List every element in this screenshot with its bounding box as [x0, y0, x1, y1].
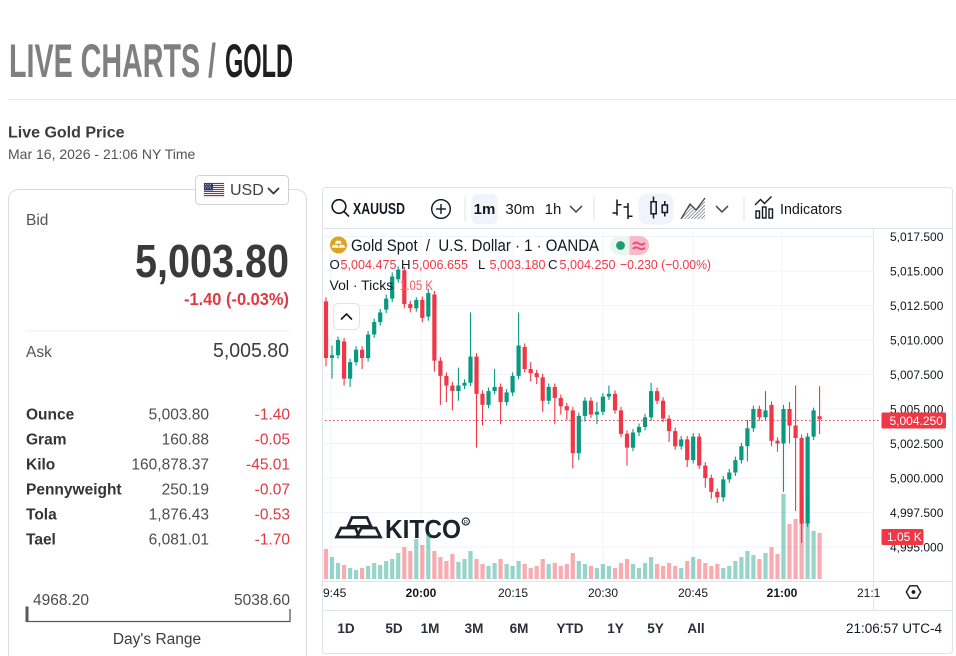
- svg-text:160,878.37: 160,878.37: [131, 457, 209, 474]
- svg-text:KITCO: KITCO: [385, 516, 461, 544]
- svg-text:21:06:57 UTC-4: 21:06:57 UTC-4: [846, 621, 943, 636]
- svg-text:−0.230 (−0.00%): −0.230 (−0.00%): [620, 257, 711, 272]
- svg-text:1D: 1D: [337, 621, 355, 636]
- svg-text:Kilo: Kilo: [26, 457, 55, 474]
- svg-text:160.88: 160.88: [162, 432, 209, 449]
- svg-text:-0.07: -0.07: [255, 482, 290, 499]
- svg-text:L: L: [478, 257, 485, 272]
- svg-text:20:15: 20:15: [498, 586, 528, 600]
- svg-text:Bid: Bid: [26, 212, 48, 229]
- svg-text:H: H: [401, 257, 411, 272]
- svg-text:Indicators: Indicators: [780, 201, 842, 218]
- svg-text:5,007.500: 5,007.500: [890, 368, 944, 382]
- svg-text:5,004.475: 5,004.475: [341, 257, 397, 272]
- svg-text:Pennyweight: Pennyweight: [26, 482, 122, 499]
- svg-text:1.05 K: 1.05 K: [887, 530, 922, 544]
- svg-text:GOLD: GOLD: [225, 34, 293, 87]
- svg-text:250.19: 250.19: [162, 482, 209, 499]
- svg-text:XAUUSD: XAUUSD: [353, 201, 405, 218]
- svg-text:-1.70: -1.70: [255, 532, 291, 549]
- svg-text:5D: 5D: [385, 621, 403, 636]
- svg-text:-1.40 (-0.03%): -1.40 (-0.03%): [184, 289, 289, 309]
- svg-text:Vol · Ticks: Vol · Ticks: [330, 277, 394, 293]
- svg-text:Gold Spot / U.S. Dollar · 1: Gold Spot / U.S. Dollar · 1 · OANDA: [351, 237, 599, 255]
- svg-text:1M: 1M: [421, 621, 440, 636]
- svg-text:20:45: 20:45: [678, 586, 708, 600]
- svg-text:20:00: 20:00: [406, 586, 437, 600]
- svg-text:1,876.43: 1,876.43: [149, 507, 209, 524]
- svg-text:6M: 6M: [510, 621, 529, 636]
- svg-text:Day's Range: Day's Range: [113, 631, 201, 648]
- svg-text:5,006.655: 5,006.655: [412, 257, 468, 272]
- svg-text:21:00: 21:00: [767, 586, 798, 600]
- svg-text:21:1: 21:1: [857, 586, 881, 600]
- svg-text:5,005.80: 5,005.80: [213, 339, 289, 362]
- svg-text:5,010.000: 5,010.000: [890, 333, 944, 347]
- svg-text:4,997.500: 4,997.500: [890, 506, 944, 520]
- svg-text:Tael: Tael: [26, 532, 56, 549]
- svg-text:Tola: Tola: [26, 507, 57, 524]
- svg-text:USD: USD: [230, 182, 264, 199]
- svg-text:1h: 1h: [545, 201, 562, 218]
- svg-text:5,004.250: 5,004.250: [890, 414, 944, 428]
- svg-text:Gram: Gram: [26, 432, 67, 449]
- svg-text:-45.01: -45.01: [246, 457, 290, 474]
- svg-text:Mar 16, 2026 - 21:06 NY Time: Mar 16, 2026 - 21:06 NY Time: [8, 146, 195, 162]
- svg-text:6,081.01: 6,081.01: [149, 532, 209, 549]
- svg-text:20:30: 20:30: [588, 586, 618, 600]
- svg-text:5,012.500: 5,012.500: [890, 299, 944, 313]
- svg-text:5,003.80: 5,003.80: [149, 407, 210, 424]
- svg-text:1.05 K: 1.05 K: [400, 277, 434, 293]
- svg-text:-0.05: -0.05: [255, 432, 290, 449]
- svg-text:5,000.000: 5,000.000: [890, 471, 944, 485]
- svg-text:1Y: 1Y: [607, 621, 624, 636]
- svg-text:Ounce: Ounce: [26, 407, 75, 424]
- svg-text:5,015.000: 5,015.000: [890, 264, 944, 278]
- svg-text:-0.53: -0.53: [255, 507, 290, 524]
- svg-text:O: O: [330, 257, 340, 272]
- svg-text:R: R: [464, 520, 468, 526]
- svg-text:5,017.500: 5,017.500: [890, 230, 944, 244]
- svg-text:Ask: Ask: [26, 344, 52, 361]
- svg-text:5,003.80: 5,003.80: [135, 235, 289, 287]
- svg-text:5,003.180: 5,003.180: [490, 257, 546, 272]
- svg-text:3M: 3M: [465, 621, 484, 636]
- svg-text:4968.20: 4968.20: [33, 592, 89, 609]
- svg-text:5038.60: 5038.60: [234, 592, 290, 609]
- svg-text:-1.40: -1.40: [255, 407, 291, 424]
- svg-text:YTD: YTD: [557, 621, 584, 636]
- svg-text:30m: 30m: [505, 201, 534, 218]
- svg-text:1m: 1m: [474, 201, 496, 218]
- svg-text:5Y: 5Y: [647, 621, 664, 636]
- svg-text:All: All: [687, 621, 704, 636]
- svg-text:5,002.500: 5,002.500: [890, 437, 944, 451]
- svg-text:C: C: [548, 257, 558, 272]
- svg-text:Live Gold Price: Live Gold Price: [8, 125, 125, 142]
- svg-text:9:45: 9:45: [323, 586, 347, 600]
- svg-text:5,004.250: 5,004.250: [560, 257, 616, 272]
- svg-text:LIVE CHARTS /: LIVE CHARTS /: [9, 34, 216, 87]
